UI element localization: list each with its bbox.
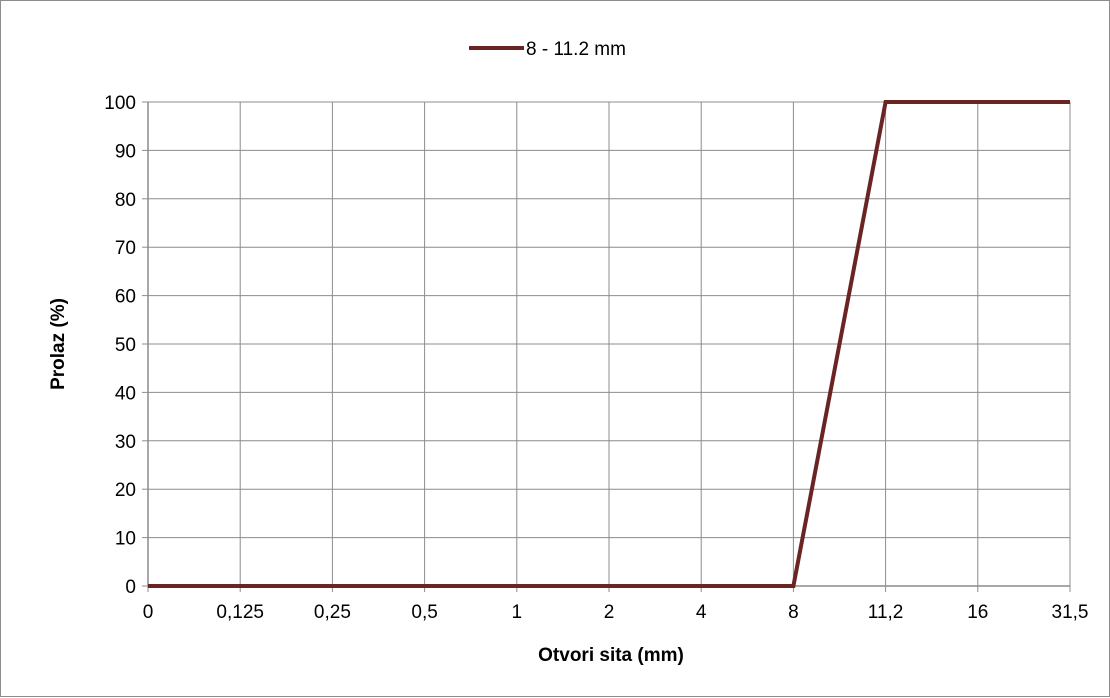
x-tick-label: 4	[696, 602, 707, 623]
x-tick-label: 0,5	[411, 602, 437, 623]
y-tick-label: 60	[115, 287, 136, 308]
y-tick-label: 20	[115, 480, 136, 501]
x-tick-label: 0	[143, 602, 154, 623]
x-tick-label: 11,2	[868, 602, 904, 623]
y-tick-label: 30	[115, 432, 136, 453]
y-tick-labels: 0 10 20 30 40 50 60 70 80 90 100	[104, 93, 136, 598]
x-tick-label: 16	[967, 602, 988, 623]
legend: 8 - 11.2 mm	[469, 39, 626, 60]
y-tick-label: 100	[104, 93, 136, 114]
series-lines	[148, 100, 1070, 588]
x-tick-label: 2	[604, 602, 615, 623]
legend-label: 8 - 11.2 mm	[526, 39, 626, 60]
x-tick-labels: 0 0,125 0,25 0,5 1 2 4 8 11,2 16 31,5	[143, 602, 1089, 623]
y-axis-title: Prolaz (%)	[48, 298, 69, 390]
x-tick-label: 31,5	[1052, 602, 1089, 623]
x-tick-label: 8	[788, 602, 799, 623]
y-tick-label: 0	[125, 577, 136, 598]
x-tick-label: 0,25	[314, 602, 351, 623]
x-tick-label: 0,125	[216, 602, 264, 623]
x-axis-title: Otvori sita (mm)	[538, 645, 684, 666]
y-tick-label: 70	[115, 238, 136, 259]
gridlines	[148, 101, 1071, 586]
axes	[142, 101, 1071, 592]
y-tick-label: 40	[115, 383, 136, 404]
y-tick-label: 50	[115, 335, 136, 356]
series-line	[148, 100, 1070, 588]
y-tick-label: 90	[115, 141, 136, 162]
x-tick-label: 1	[512, 602, 523, 623]
y-tick-label: 10	[115, 529, 136, 550]
y-tick-label: 80	[115, 190, 136, 211]
